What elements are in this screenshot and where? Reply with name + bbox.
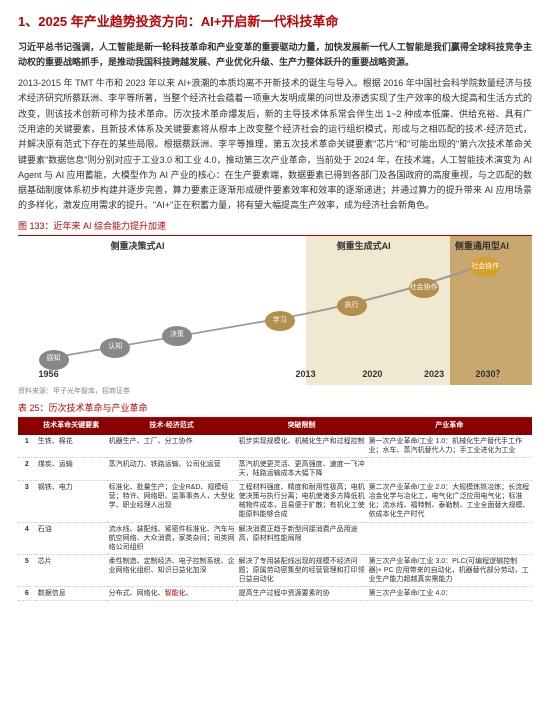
- row-key: 芯片: [36, 554, 107, 586]
- row-breakthrough: 解决消费正趋于新型间接消费产品用途高，原材料性能局限: [237, 522, 367, 554]
- row-impact: 第三次产业革命/工业 3.0：PLC(可编程逻辑控制器)+ PC 应用带来的自动…: [367, 554, 532, 586]
- row-impact: [367, 522, 532, 554]
- axis-label: 1956: [39, 368, 59, 382]
- table-row: 5芯片柔性制造、定制经济、电子控制系统、企业网络化组织、知识日益化加深解决了专用…: [18, 554, 532, 586]
- chart-node: 认知: [100, 338, 130, 358]
- row-index: 6: [18, 587, 36, 601]
- row-breakthrough: 工程材料强度、精度和耐用性极高；电机使决策与执行分离；电机使诸多方降低机械物件成…: [237, 481, 367, 522]
- table-row: 3钢铁、电力标准化、批量生产；企业R&D、规模经营；特许、网络职、监事事务人，大…: [18, 481, 532, 522]
- chart-node: 感知: [39, 350, 69, 370]
- table-head-3: 突破限制: [237, 418, 367, 435]
- row-breakthrough: 提高生产过程中资源要素的协: [237, 587, 367, 601]
- revolution-table: 技术革命关键要素 技术-经济范式 突破限制 产业革命 1生铁、棉花机器生产、工厂…: [18, 417, 532, 601]
- row-paradigm: 分布式、网络化、智能化、: [107, 587, 237, 601]
- row-key: 煤炭、运输: [36, 457, 107, 480]
- table-row: 2煤炭、运输蒸汽机动力、铁路运输、公司化运营蒸汽机使更灵活、更高强度、速度一飞冲…: [18, 457, 532, 480]
- row-paradigm: 柔性制造、定制经济、电子控制系统、企业网络化组织、知识日益化加深: [107, 554, 237, 586]
- row-impact: 第二次产业革命/工业 2.0：大规模炼铁冶炼；长流程冶金化学与冶化工，电气化广泛…: [367, 481, 532, 522]
- chart-node: 执行: [337, 296, 367, 316]
- row-impact: [367, 457, 532, 480]
- axis-label: 2020: [362, 368, 382, 382]
- table-row: 4石油流水线、装配线、紧密件标准化、汽车与航空网络、大众消费，家类杂间；司类网络…: [18, 522, 532, 554]
- table-row: 6数据信息分布式、网络化、智能化、提高生产过程中资源要素的协第三次产业革命/工业…: [18, 587, 532, 601]
- axis-label: 2030？: [475, 368, 504, 382]
- row-breakthrough: 蒸汽机使更灵活、更高强度、速度一飞冲天，陆路运输成本大幅下降: [237, 457, 367, 480]
- row-key: 数据信息: [36, 587, 107, 601]
- row-impact: 第三次产业革命/工业 4.0：: [367, 587, 532, 601]
- table-title: 表 25：历次技术革命与产业革命: [18, 402, 532, 416]
- axis-label: 2013: [296, 368, 316, 382]
- row-index: 2: [18, 457, 36, 480]
- table-row: 1生铁、棉花机器生产、工厂、分工协作初步实现规模化、机械化生产和过程控制第一次产…: [18, 435, 532, 458]
- ai-capability-chart: 侧重决策式AI 侧重生成式AI 侧重通用型AI 感知认知决策学习执行社会协作社会…: [18, 235, 532, 385]
- chart-source: 资料来源：甲子光年智库，招商证券: [18, 387, 532, 398]
- row-index: 3: [18, 481, 36, 522]
- row-paradigm: 流水线、装配线、紧密件标准化、汽车与航空网络、大众消费，家类杂间；司类网络公司组…: [107, 522, 237, 554]
- row-paradigm: 蒸汽机动力、铁路运输、公司化运营: [107, 457, 237, 480]
- row-breakthrough: 解决了专用装配线出现的规模不经济问题；原属劳动密集型的经营管理和打印领日益自动化: [237, 554, 367, 586]
- axis-label: 2023: [424, 368, 444, 382]
- table-head-1: 技术革命关键要素: [36, 418, 107, 435]
- figure-title: 图 133：近年来 AI 综合能力提升加速: [18, 220, 532, 234]
- table-head-2: 技术-经济范式: [107, 418, 237, 435]
- row-key: 钢铁、电力: [36, 481, 107, 522]
- section-title: 1、2025 年产业趋势投资方向：AI+开启新一代科技革命: [18, 12, 532, 32]
- row-index: 4: [18, 522, 36, 554]
- lead-paragraph: 习近平总书记强调，人工智能是新一轮科技革命和产业变革的重要驱动力量，加快发展新一…: [18, 40, 532, 71]
- row-breakthrough: 初步实现规模化、机械化生产和过程控制: [237, 435, 367, 458]
- table-head-4: 产业革命: [367, 418, 532, 435]
- body-paragraph: 2013-2015 年 TMT 牛市和 2023 年以来 AI+浪潮的本质均离不…: [18, 76, 532, 214]
- chart-node: 社会协作: [409, 278, 439, 298]
- table-head-0: [18, 418, 36, 435]
- row-key: 生铁、棉花: [36, 435, 107, 458]
- row-key: 石油: [36, 522, 107, 554]
- chart-node: 学习: [265, 311, 295, 331]
- chart-node: 决策: [162, 326, 192, 346]
- row-paradigm: 标准化、批量生产；企业R&D、规模经营；特许、网络职、监事事务人，大型化学、职业…: [107, 481, 237, 522]
- row-index: 1: [18, 435, 36, 458]
- row-impact: 第一次产业革命/工业 1.0：机械化生产替代手工作业；水车、蒸汽机替代人力；手工…: [367, 435, 532, 458]
- row-paradigm: 机器生产、工厂、分工协作: [107, 435, 237, 458]
- row-index: 5: [18, 554, 36, 586]
